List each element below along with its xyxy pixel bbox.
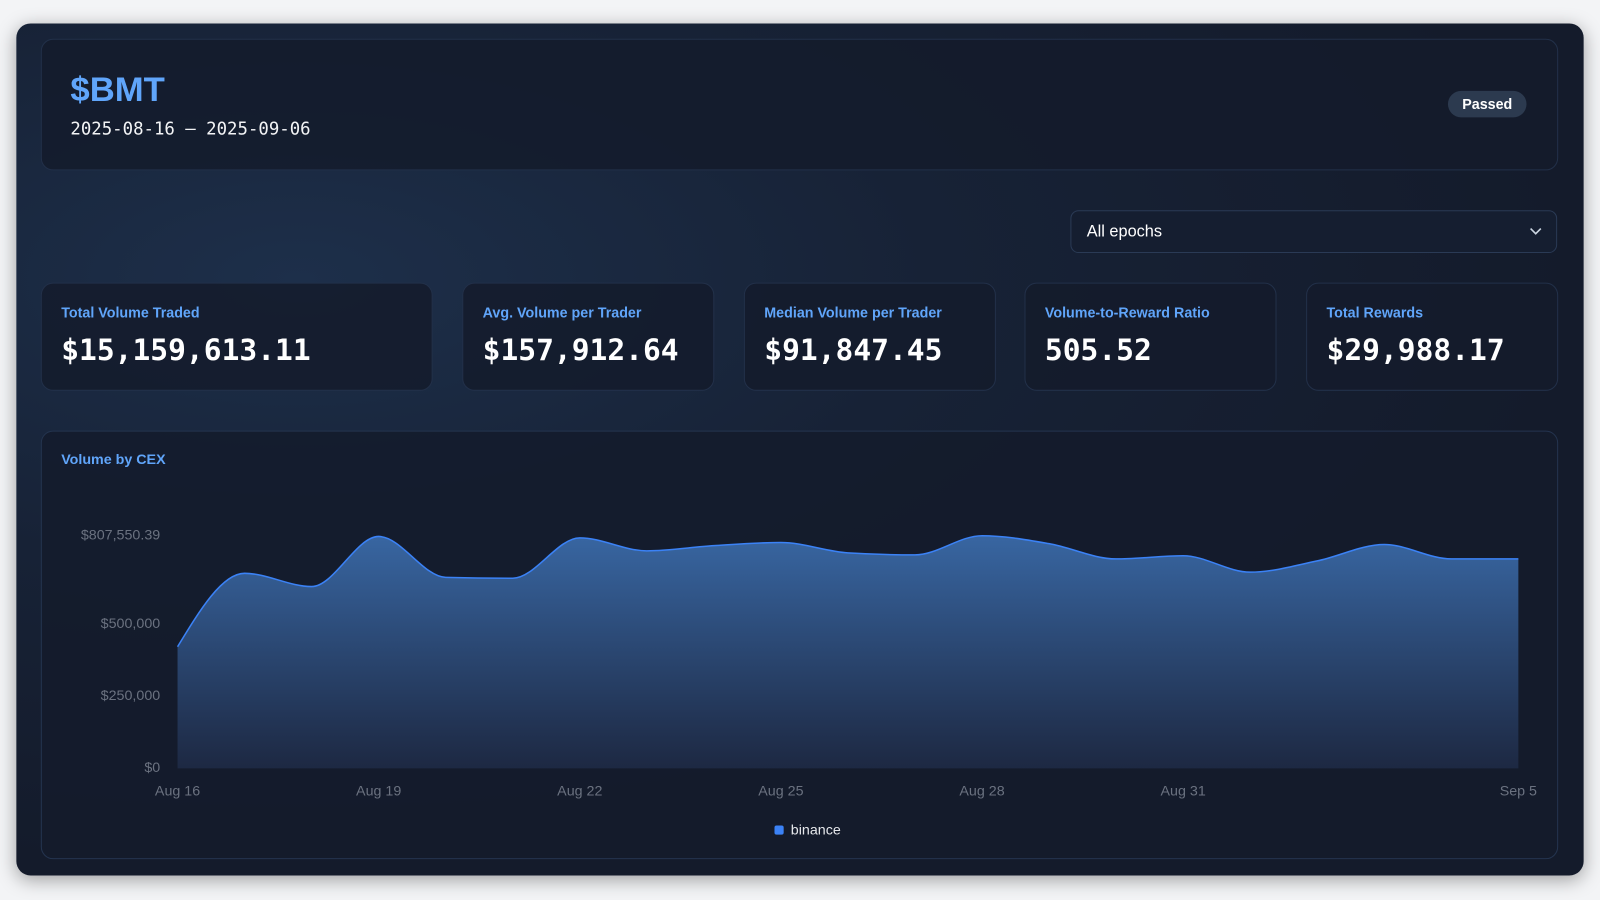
chart-title: Volume by CEX — [61, 452, 166, 468]
line — [176, 534, 1519, 648]
stat-label: Median Volume per Trader — [764, 304, 942, 321]
x-tick-label: Sep 5 — [1500, 784, 1537, 800]
legend-swatch — [774, 825, 784, 835]
x-tick-label: Aug 19 — [356, 784, 401, 800]
stat-label: Total Volume Traded — [61, 304, 200, 321]
y-tick-label: $500,000 — [101, 616, 161, 632]
legend-label: binance — [791, 822, 841, 838]
x-tick-label: Aug 31 — [1161, 784, 1206, 800]
stat-value: $29,988.17 — [1326, 332, 1505, 368]
y-tick-label: $250,000 — [101, 688, 161, 704]
stat-label: Volume-to-Reward Ratio — [1044, 304, 1210, 321]
chart: Volume by CEX $0 $250,000 $500,000 $807,550… — [61, 452, 1537, 838]
header-card: $BMT 2025-08-16 — 2025-09-06 Passed — [40, 38, 1559, 171]
stat-card: Total Rewards $29,988.17 — [1306, 282, 1559, 391]
chart-card: Volume by CEX $0 $250,000 $500,000 $807,550… — [40, 430, 1559, 860]
x-tick-label: Aug 25 — [758, 784, 803, 800]
stat-value: $91,847.45 — [764, 332, 943, 368]
y-tick-label: $807,550.39 — [81, 527, 160, 543]
epoch-select[interactable]: All epochs — [1070, 210, 1558, 254]
chevron — [1530, 227, 1542, 235]
stat-label: Total Rewards — [1326, 304, 1424, 321]
y-tick-label: $0 — [144, 760, 160, 776]
select-value: All epochs — [1086, 223, 1163, 241]
stat-card: Total Volume Traded $15,159,613.11 — [40, 282, 433, 391]
stat-label: Avg. Volume per Trader — [482, 304, 642, 321]
stat-value: 505.52 — [1044, 332, 1152, 368]
token-title: $BMT — [70, 70, 165, 110]
area — [177, 535, 1519, 769]
dashboard: $BMT 2025-08-16 — 2025-09-06 Passed All … — [16, 23, 1584, 876]
x-tick-label: Aug 22 — [557, 784, 602, 800]
date-range: 2025-08-16 — 2025-09-06 — [70, 119, 311, 140]
x-tick-label: Aug 28 — [959, 784, 1004, 800]
stat-card: Avg. Volume per Trader $157,912.64 — [462, 282, 715, 391]
status-badge: Passed — [1447, 90, 1527, 118]
stat-card: Volume-to-Reward Ratio 505.52 — [1024, 282, 1277, 391]
stat-value: $157,912.64 — [482, 332, 679, 368]
x-tick-label: Aug 16 — [155, 784, 200, 800]
stat-card: Median Volume per Trader $91,847.45 — [743, 282, 996, 391]
stat-value: $15,159,613.11 — [61, 332, 311, 368]
